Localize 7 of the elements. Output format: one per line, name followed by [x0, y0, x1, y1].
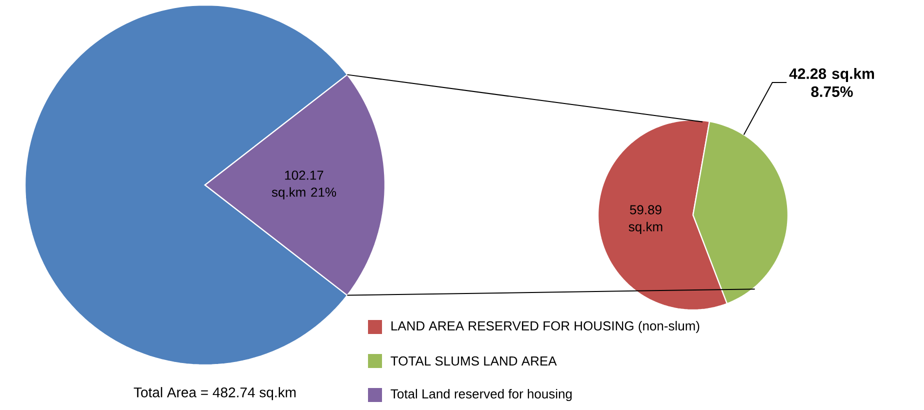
data-label: 102.17 sq.km 21%: [272, 170, 336, 200]
text: Total Area = 482.74 sq.km: [134, 387, 296, 400]
legend-label: LAND AREA RESERVED FOR HOUSING (non-slum): [391, 320, 700, 334]
legend-label: TOTAL SLUMS LAND AREA: [390, 356, 557, 366]
legend-label: Total Land reserved for housing: [390, 388, 572, 402]
data-label: 59.89 sq.km: [628, 205, 662, 234]
data-label: 42.28 sq.km 8.75%: [789, 68, 874, 98]
